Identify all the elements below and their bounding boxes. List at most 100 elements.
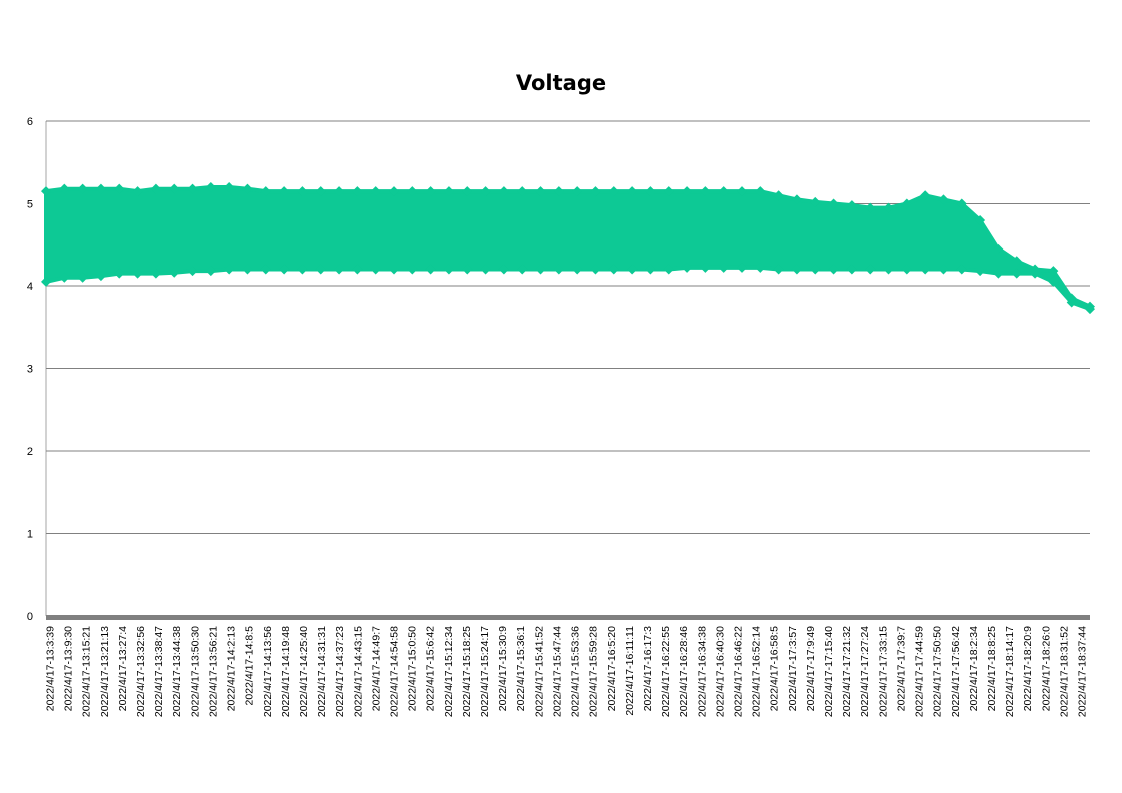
data-point-min: [1066, 297, 1077, 308]
data-point-max: [407, 186, 418, 197]
data-point-min: [187, 266, 198, 277]
data-point-max: [480, 186, 491, 197]
data-point-min: [938, 264, 949, 275]
x-tick-label: 2022/4/17-13:27:4: [117, 626, 129, 711]
y-tick-label: 2: [27, 446, 33, 458]
x-tick-label: 2022/4/17-16:5:20: [606, 626, 618, 711]
data-point-min: [883, 264, 894, 275]
data-point-min: [425, 264, 436, 275]
x-tick-label: 2022/4/17-18:31:52: [1058, 626, 1070, 717]
data-point-min: [77, 272, 88, 283]
x-tick-label: 2022/4/17-13:32:56: [135, 626, 147, 717]
data-point-min: [1048, 276, 1059, 287]
x-tick-label: 2022/4/17-16:11:11: [624, 626, 636, 716]
x-tick-label: 2022/4/17-14:2:13: [226, 626, 238, 711]
x-tick-label: 2022/4/17-17:27:24: [859, 626, 871, 717]
data-point-max: [791, 194, 802, 205]
data-point-min: [297, 264, 308, 275]
x-tick-label: 2022/4/17-13:56:21: [207, 626, 219, 717]
x-tick-label: 2022/4/17-14:37:23: [334, 626, 346, 717]
x-tick-label: 2022/4/17-14:54:58: [389, 626, 401, 717]
x-tick-label: 2022/4/17-15:41:52: [533, 626, 545, 717]
data-point-min: [920, 264, 931, 275]
data-point-min: [810, 264, 821, 275]
x-tick-label: 2022/4/17-18:14:17: [1004, 626, 1016, 717]
x-tick-label: 2022/4/17-17:9:49: [805, 626, 817, 711]
data-point-min: [407, 264, 418, 275]
data-point-max: [389, 186, 399, 197]
data-point-min: [205, 266, 216, 277]
x-tick-label: 2022/4/17-13:9:30: [63, 626, 75, 711]
data-point-min: [517, 264, 528, 275]
chart-title: Voltage: [516, 71, 606, 95]
x-tick-label: 2022/4/17-15:36:1: [515, 626, 527, 711]
x-tick-label: 2022/4/17-18:8:25: [986, 626, 998, 711]
x-tick-label: 2022/4/17-15:47:44: [551, 626, 563, 717]
data-point-min: [627, 264, 638, 275]
x-tick-label: 2022/4/17-15:6:42: [425, 626, 437, 711]
data-point-max: [114, 183, 125, 194]
data-point-min: [443, 264, 454, 275]
data-point-max: [828, 198, 839, 209]
data-point-max: [334, 186, 345, 197]
data-point-min: [480, 264, 491, 275]
data-point-max: [1048, 266, 1059, 277]
data-point-max: [773, 190, 784, 201]
x-tick-label: 2022/4/17-17:33:15: [877, 626, 889, 717]
data-point-min: [791, 264, 802, 275]
x-tick-label: 2022/4/17-17:56:42: [950, 626, 962, 717]
data-point-max: [95, 183, 106, 194]
data-point-min: [553, 264, 564, 275]
data-point-min: [462, 264, 473, 275]
x-tick-label: 2022/4/17-15:18:25: [461, 626, 473, 717]
data-point-min: [846, 264, 857, 275]
x-tick-label: 2022/4/17-17:44:59: [914, 626, 926, 717]
data-point-min: [645, 264, 656, 275]
data-point-min: [700, 262, 711, 273]
x-tick-label: 2022/4/17-16:28:46: [678, 626, 690, 717]
data-point-min: [224, 264, 235, 275]
x-tick-label: 2022/4/17-16:52:14: [751, 626, 763, 717]
data-point-max: [920, 190, 931, 201]
x-tick-label: 2022/4/17-15:0:50: [407, 626, 419, 711]
data-point-min: [95, 271, 106, 282]
data-point-max: [956, 198, 967, 209]
data-point-min: [865, 264, 876, 275]
x-axis-baseline: [46, 615, 1090, 620]
data-point-min: [1085, 304, 1095, 315]
x-tick-label: 2022/4/17-15:24:17: [479, 626, 491, 717]
x-tick-label: 2022/4/17-14:19:48: [280, 626, 292, 717]
x-tick-label: 2022/4/17-13:44:38: [171, 626, 183, 717]
data-point-min: [535, 264, 546, 275]
x-tick-label: 2022/4/17-17:50:50: [932, 626, 944, 717]
data-point-min: [169, 267, 180, 278]
data-point-max: [865, 202, 876, 213]
data-point-max: [443, 186, 454, 197]
data-point-min: [498, 264, 509, 275]
x-tick-label: 2022/4/17-17:3:57: [787, 626, 799, 711]
data-point-min: [114, 268, 125, 279]
data-point-max: [755, 186, 766, 197]
voltage-series: [41, 182, 1095, 315]
data-point-min: [590, 264, 601, 275]
data-point-max: [718, 186, 729, 197]
data-point-min: [150, 268, 161, 279]
x-tick-label: 2022/4/17-18:26:0: [1040, 626, 1052, 711]
x-tick-label: 2022/4/17-16:22:55: [660, 626, 672, 717]
y-tick-label: 0: [27, 611, 33, 623]
data-point-max: [645, 186, 656, 197]
data-point-max: [810, 196, 821, 207]
data-point-max: [700, 186, 711, 197]
data-point-max: [41, 186, 51, 197]
data-point-max: [242, 183, 253, 194]
data-point-min: [755, 262, 766, 273]
x-tick-label: 2022/4/17-18:20:9: [1022, 626, 1034, 711]
data-point-min: [993, 268, 1004, 279]
data-point-max: [993, 243, 1004, 254]
data-point-max: [737, 186, 747, 197]
data-point-max: [352, 186, 363, 197]
y-tick-label: 6: [27, 116, 33, 128]
data-point-min: [132, 268, 143, 279]
data-point-max: [462, 186, 473, 197]
x-tick-label: 2022/4/17-18:2:34: [968, 626, 980, 711]
